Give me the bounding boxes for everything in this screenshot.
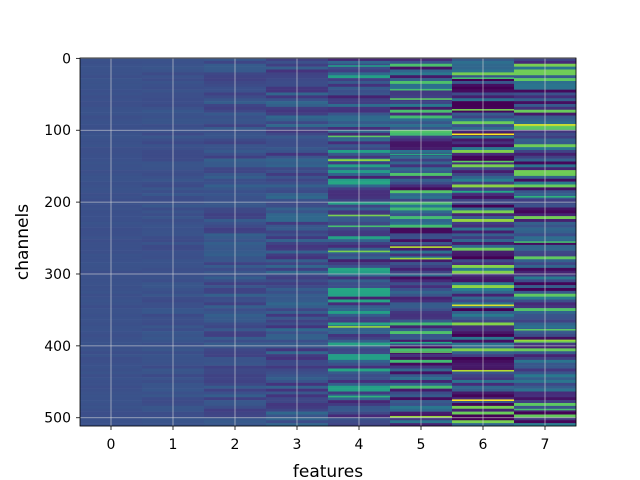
- y-tick-label: 200: [44, 195, 71, 211]
- x-tick-label: 6: [479, 437, 488, 453]
- y-tick-label: 400: [44, 339, 71, 355]
- y-tick-label: 0: [62, 51, 71, 67]
- x-tick-label: 4: [355, 437, 364, 453]
- x-tick-label: 3: [293, 437, 302, 453]
- axes-frame: [79, 57, 577, 427]
- x-axis-label: features: [293, 462, 363, 480]
- x-tick-label: 0: [107, 437, 116, 453]
- x-axis-ticks: 0 1 2 3 4 5 6 7: [107, 426, 550, 453]
- y-tick-label: 500: [44, 411, 71, 427]
- x-tick-label: 7: [541, 437, 550, 453]
- y-axis-ticks: 0 100 200 300 400 500: [44, 51, 80, 427]
- heatmap-cells: [80, 58, 577, 427]
- gridlines: [80, 57, 576, 426]
- y-axis-label: channels: [13, 204, 33, 280]
- x-tick-label: 2: [231, 437, 240, 453]
- y-tick-label: 300: [44, 267, 71, 283]
- x-tick-label: 1: [169, 437, 178, 453]
- x-tick-label: 5: [417, 437, 426, 453]
- y-tick-label: 100: [44, 123, 71, 139]
